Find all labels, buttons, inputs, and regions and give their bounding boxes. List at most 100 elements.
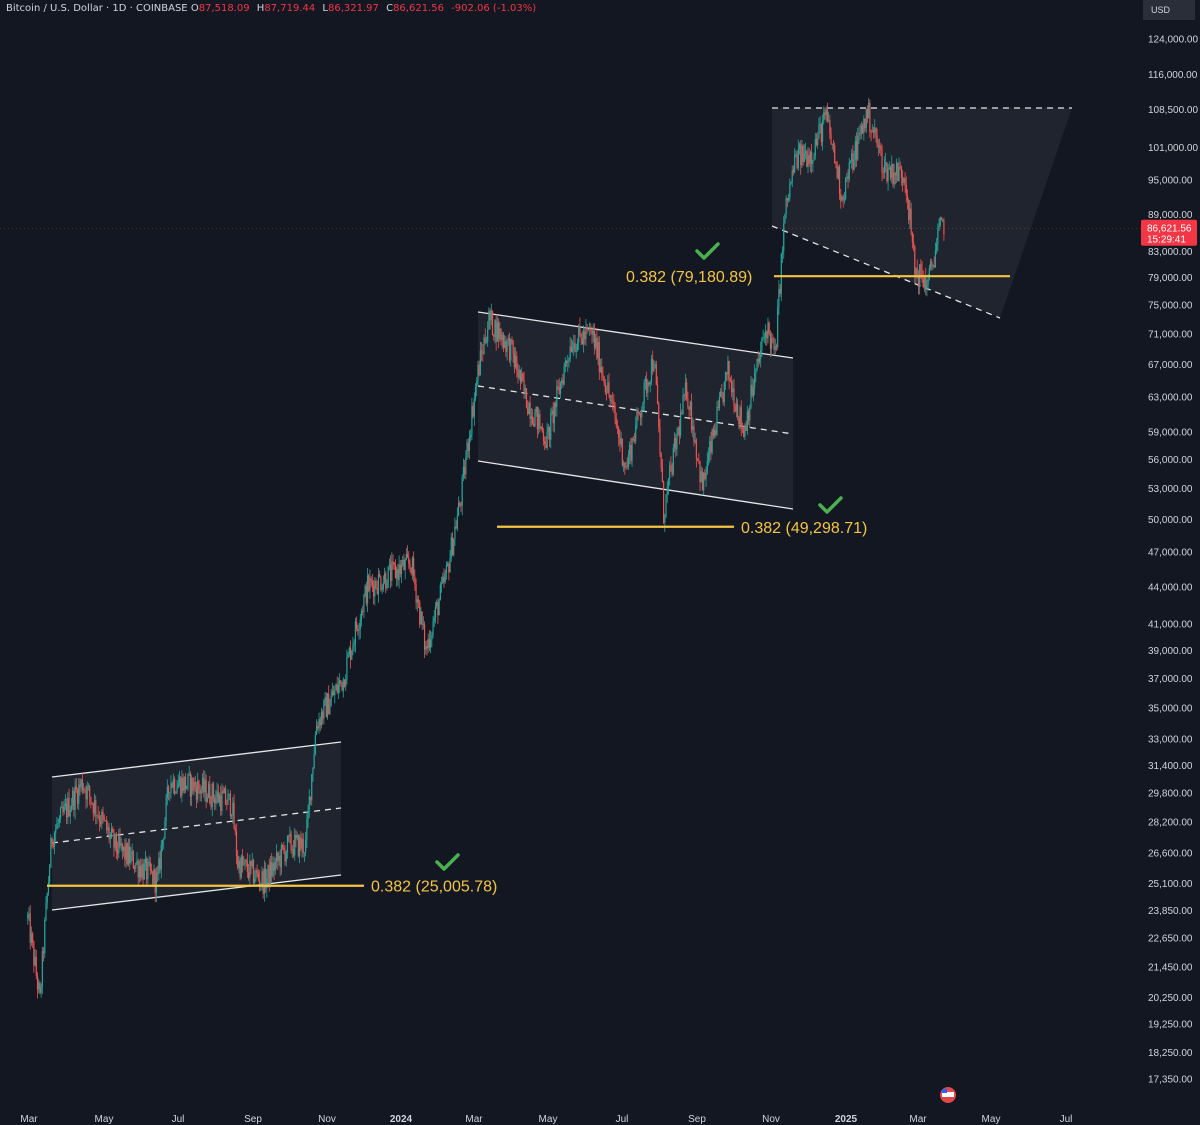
candle-body (337, 684, 340, 693)
candle-body (125, 843, 127, 860)
candle-body (911, 232, 913, 242)
candle-body (409, 563, 411, 568)
price-tick-label: 39,000.00 (1148, 646, 1193, 657)
candle-body (689, 401, 691, 410)
candle-body (106, 820, 108, 831)
candle-body (90, 796, 92, 803)
candle-body (665, 494, 667, 517)
candle-body (920, 264, 922, 271)
candle-body (732, 388, 734, 393)
candle-body (244, 859, 246, 864)
candle-body (899, 166, 901, 168)
candle-body (285, 852, 287, 862)
candle-body (389, 564, 392, 581)
candle-body (318, 719, 320, 729)
candle-body (564, 361, 566, 367)
time-tick-label: Jul (172, 1114, 185, 1125)
candle-body (700, 471, 702, 483)
fib-label: 0.382 (49,298.71) (741, 520, 867, 537)
candle-body (103, 816, 105, 821)
price-tick-label: 63,000.00 (1148, 393, 1193, 404)
candle-body (664, 516, 666, 523)
candle-body (642, 402, 644, 411)
candle-body (41, 951, 43, 987)
time-tick-label: 2025 (835, 1114, 858, 1125)
candle-body (555, 403, 557, 408)
candle-body (495, 320, 497, 342)
candle-body (510, 338, 512, 361)
candle-body (373, 585, 375, 597)
candle-body (489, 310, 491, 321)
candle-body (804, 151, 807, 154)
candle-body (821, 120, 824, 142)
candle-body (701, 471, 704, 491)
candle-body (324, 697, 326, 701)
candle-body (530, 416, 532, 419)
symbol-title: Bitcoin / U.S. Dollar · 1D · COINBASE (6, 3, 188, 14)
candle-body (224, 788, 227, 805)
candle-body (402, 559, 404, 566)
candle-body (608, 382, 610, 395)
candle-body (710, 441, 712, 453)
check-icon (695, 242, 720, 260)
candle-body (86, 786, 88, 800)
price-tick-label: 101,000.00 (1148, 143, 1198, 154)
candle-body (932, 264, 934, 266)
candle-body (322, 712, 324, 719)
candle-body (604, 383, 606, 393)
check-icon (435, 853, 460, 871)
candle-body (639, 413, 642, 418)
candle-body (461, 476, 463, 506)
candle-body (211, 784, 213, 808)
candle-body (385, 573, 387, 589)
candle-body (711, 429, 713, 453)
price-tick-label: 89,000.00 (1148, 210, 1193, 221)
candle-body (448, 563, 450, 573)
candle-body (49, 867, 51, 883)
candle-body (34, 956, 36, 966)
time-tick-label: Mar (20, 1114, 38, 1125)
candle-body (574, 342, 576, 352)
candle-body (386, 587, 388, 589)
channel-1-bottom (51, 874, 342, 911)
candle-body (655, 364, 657, 386)
candle-body (248, 871, 250, 879)
candle-body (903, 178, 905, 184)
change-value: -902.06 (-1.03%) (451, 3, 537, 14)
candle-body (818, 124, 820, 139)
last-price-tag (1141, 219, 1197, 246)
candle-body (780, 253, 782, 294)
candle-body (414, 576, 416, 585)
candle-body (133, 868, 136, 870)
candle-body (231, 815, 233, 816)
candle-body (421, 611, 423, 625)
candle-body (728, 361, 730, 381)
candle-body (927, 276, 929, 285)
candle-body (319, 719, 321, 726)
candle-body (341, 681, 343, 691)
time-axis[interactable]: Mar May Jul Sep Nov 2024 Mar May Jul Sep Nov 2025 Ma… (20, 1087, 1072, 1125)
candle-body (627, 455, 630, 467)
time-tick-label: Sep (244, 1114, 262, 1125)
candle-body (349, 647, 352, 660)
candle-body (599, 367, 602, 373)
candle-body (581, 338, 583, 345)
candle-body (137, 860, 139, 878)
candle-body (360, 611, 363, 620)
candle-body (851, 153, 853, 161)
candle-body (607, 382, 609, 393)
candle-body (235, 831, 238, 856)
candle-body (336, 684, 338, 693)
candle-body (648, 382, 650, 385)
currency-button[interactable]: USD (1143, 0, 1195, 20)
price-axis[interactable]: 124,000.00 116,000.00 108,500.00 101,000.00… (1141, 35, 1198, 1086)
candle-body (513, 353, 515, 368)
candle-body (853, 159, 855, 170)
candle-body (637, 410, 639, 413)
candle-body (277, 852, 279, 861)
candle-body (226, 804, 228, 805)
candle-body (885, 162, 887, 166)
candle-body (366, 575, 369, 604)
candle-body (127, 846, 130, 864)
